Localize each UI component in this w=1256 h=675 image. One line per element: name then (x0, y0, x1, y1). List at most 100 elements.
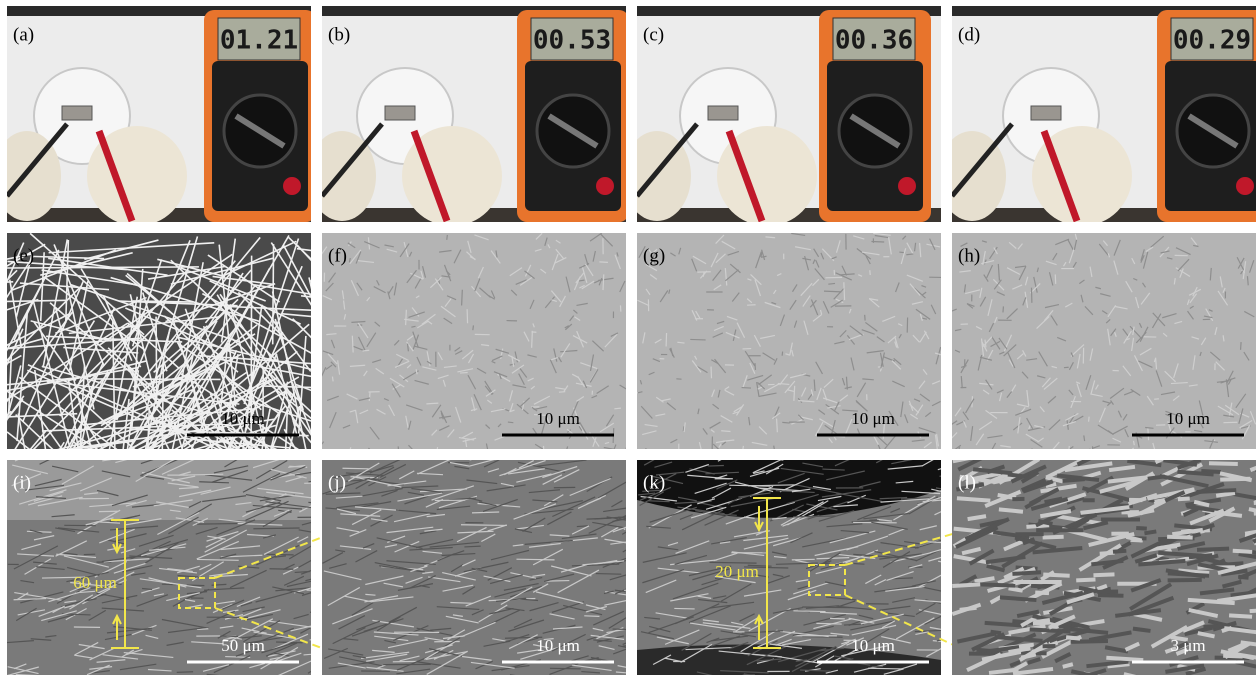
panel-content (952, 442, 1256, 675)
panel-label: (f) (328, 245, 347, 266)
fiber (362, 350, 369, 351)
fiber (1034, 620, 1050, 622)
fiber (1177, 472, 1213, 475)
red-jack (898, 177, 916, 195)
fiber (614, 408, 621, 409)
fiber (1069, 446, 1070, 452)
panel: 10 μm(h) (946, 233, 1256, 464)
panel: 10 μm (j) (322, 453, 665, 675)
thickness-label: 20 μm (715, 562, 759, 581)
fiber (625, 393, 638, 394)
scale-bar-label: 10 μm (851, 636, 895, 655)
panel-content: 00.36 (623, 6, 941, 226)
fiber (1066, 637, 1080, 638)
fiber (999, 509, 1023, 511)
fiber (1091, 448, 1097, 458)
fiber (460, 372, 468, 373)
fiber (1229, 615, 1252, 616)
fiber (721, 431, 730, 432)
fiber (1076, 580, 1095, 581)
fiber (782, 449, 812, 461)
fiber (906, 254, 913, 255)
sample (62, 106, 92, 120)
panel-label: (h) (958, 245, 980, 266)
fiber (532, 331, 533, 348)
fiber (677, 342, 684, 343)
fiber (1009, 588, 1023, 590)
panel: 10 μm(k)20 μm (637, 449, 997, 675)
panel: 10 μm(f) (309, 233, 631, 463)
fiber (1000, 597, 1036, 600)
fiber (352, 336, 353, 353)
fiber (450, 603, 473, 604)
sem-bg (952, 233, 1256, 449)
panel-content (946, 233, 1256, 464)
fiber (365, 594, 375, 595)
fiber (793, 611, 825, 612)
fiber (1012, 572, 1041, 574)
fiber (777, 419, 778, 433)
fiber (868, 668, 903, 669)
fiber (461, 525, 507, 526)
fiber (794, 386, 795, 401)
panel-content (637, 449, 982, 675)
fiber (156, 317, 157, 400)
scale-bar-label: 10 μm (536, 636, 580, 655)
meter-reading: 00.36 (835, 26, 913, 56)
panel-label: (d) (958, 24, 980, 45)
panel: 01.21 (a) (0, 6, 316, 226)
panel-label: (g) (643, 245, 665, 266)
fiber (1113, 551, 1126, 552)
panel: 3 μm(l) (952, 442, 1256, 675)
fiber (603, 274, 604, 290)
fiber (347, 447, 350, 461)
sem-bg (637, 233, 941, 449)
fiber (782, 422, 789, 423)
fiber (172, 450, 190, 460)
fiber (1144, 531, 1156, 533)
scale-bar-label: 10 μm (851, 409, 895, 428)
panel: 10 μm (g) (625, 233, 943, 458)
panel-label: (j) (328, 472, 346, 493)
meter-reading: 01.21 (220, 26, 298, 56)
fiber (1209, 463, 1238, 464)
thickness-label: 60 μm (73, 573, 117, 592)
fiber (765, 237, 775, 238)
fiber (1156, 359, 1157, 369)
fiber (447, 235, 448, 240)
panel-content (322, 453, 665, 675)
fiber (1203, 626, 1222, 627)
fiber (1167, 537, 1193, 538)
red-jack (596, 177, 614, 195)
sample (708, 106, 738, 120)
fiber (674, 608, 694, 609)
fiber (645, 449, 657, 455)
fiber (177, 672, 193, 673)
fiber (253, 528, 299, 529)
fiber (1220, 479, 1250, 480)
red-jack (1236, 177, 1254, 195)
fiber (854, 563, 865, 564)
figure: 01.21(a)00.53(b)00.36(c)00.29(d)10 μm(e)… (0, 0, 1256, 675)
fiber (1133, 629, 1151, 631)
fiber (1093, 574, 1114, 575)
sample (1031, 106, 1061, 120)
fiber (368, 448, 378, 458)
panel-label: (b) (328, 24, 350, 45)
fiber (1168, 580, 1202, 581)
fiber (1245, 531, 1256, 533)
panel-label: (i) (13, 472, 31, 493)
fiber (584, 616, 599, 617)
red-jack (283, 177, 301, 195)
fiber (792, 559, 815, 560)
fiber (1247, 276, 1248, 285)
fiber (844, 282, 845, 300)
fiber (408, 344, 409, 352)
panel-label: (a) (13, 24, 34, 45)
fiber (824, 291, 841, 292)
fiber (708, 466, 724, 467)
fiber (1178, 499, 1190, 500)
panel-content: 01.21 (0, 6, 316, 226)
fiber (596, 574, 622, 575)
panel: 00.36(c) (623, 6, 941, 226)
